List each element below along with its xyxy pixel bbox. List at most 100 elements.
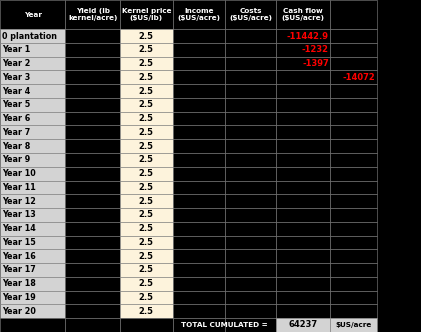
Bar [120,208,173,222]
Text: 2.5: 2.5 [139,307,154,316]
Bar [225,153,276,167]
Bar [330,57,377,70]
Bar [225,29,276,43]
Bar [65,125,120,139]
Text: 2.5: 2.5 [139,183,154,192]
Bar [173,43,225,57]
Bar [225,249,276,263]
Bar [65,167,120,181]
Text: Kernel price
($US/lb): Kernel price ($US/lb) [122,8,171,21]
Bar [0,318,65,332]
Text: 2.5: 2.5 [139,59,154,68]
Text: Year 13: Year 13 [2,210,35,219]
Bar [330,194,377,208]
Bar [330,304,377,318]
Bar [330,181,377,194]
Text: 0 plantation: 0 plantation [2,32,57,41]
Bar [65,139,120,153]
Bar [225,263,276,277]
Bar [65,57,120,70]
Bar [65,70,120,84]
Text: 2.5: 2.5 [139,210,154,219]
Bar [65,181,120,194]
Bar [120,84,173,98]
Text: 2.5: 2.5 [139,100,154,109]
Bar [173,263,225,277]
Text: Year: Year [24,12,42,18]
Text: 2.5: 2.5 [139,279,154,288]
Bar [225,43,276,57]
Bar [0,98,65,112]
Bar [0,43,65,57]
Bar [276,70,330,84]
Text: Year 4: Year 4 [2,87,30,96]
Bar [225,57,276,70]
Bar [65,222,120,235]
Text: 2.5: 2.5 [139,128,154,137]
Bar [173,277,225,290]
Bar [225,84,276,98]
Bar [120,263,173,277]
Bar [225,290,276,304]
Text: Year 14: Year 14 [2,224,35,233]
Bar [0,57,65,70]
Bar [276,153,330,167]
Bar [173,304,225,318]
Bar [65,98,120,112]
Bar [225,98,276,112]
Bar [330,153,377,167]
Bar [120,249,173,263]
Text: 2.5: 2.5 [139,238,154,247]
Bar [173,235,225,249]
Text: Year 11: Year 11 [2,183,35,192]
Text: Year 3: Year 3 [2,73,30,82]
Bar [65,290,120,304]
Bar [330,249,377,263]
Bar [65,208,120,222]
Bar [173,153,225,167]
Bar [120,290,173,304]
Bar [0,139,65,153]
Bar [330,43,377,57]
Bar [225,277,276,290]
Bar [65,304,120,318]
Text: Year 18: Year 18 [2,279,35,288]
Bar [276,29,330,43]
Bar [225,181,276,194]
Bar [330,263,377,277]
Bar [330,167,377,181]
Bar [276,277,330,290]
Text: -14072: -14072 [342,73,375,82]
Bar [225,208,276,222]
Text: 2.5: 2.5 [139,293,154,302]
Bar [173,29,225,43]
Bar [276,43,330,57]
Text: Yield (lb
kernel/acre): Yield (lb kernel/acre) [68,8,117,21]
Bar [276,249,330,263]
Bar [276,139,330,153]
Text: Year 5: Year 5 [2,100,30,109]
Bar [65,318,120,332]
Bar [120,139,173,153]
Text: Costs
($US/acre): Costs ($US/acre) [229,8,272,21]
Bar [330,112,377,125]
Bar [0,235,65,249]
Text: Year 6: Year 6 [2,114,30,123]
Text: -1397: -1397 [302,59,329,68]
Bar [225,318,276,332]
Text: Year 10: Year 10 [2,169,35,178]
Bar [120,0,173,29]
Bar [65,29,120,43]
Bar [276,235,330,249]
Bar [330,0,377,29]
Bar [173,70,225,84]
Bar [0,70,65,84]
Bar [120,43,173,57]
Text: Year 1: Year 1 [2,45,30,54]
Text: Year 9: Year 9 [2,155,30,164]
Text: Year 16: Year 16 [2,252,35,261]
Bar [120,29,173,43]
Text: 2.5: 2.5 [139,224,154,233]
Bar [120,181,173,194]
Bar [0,222,65,235]
